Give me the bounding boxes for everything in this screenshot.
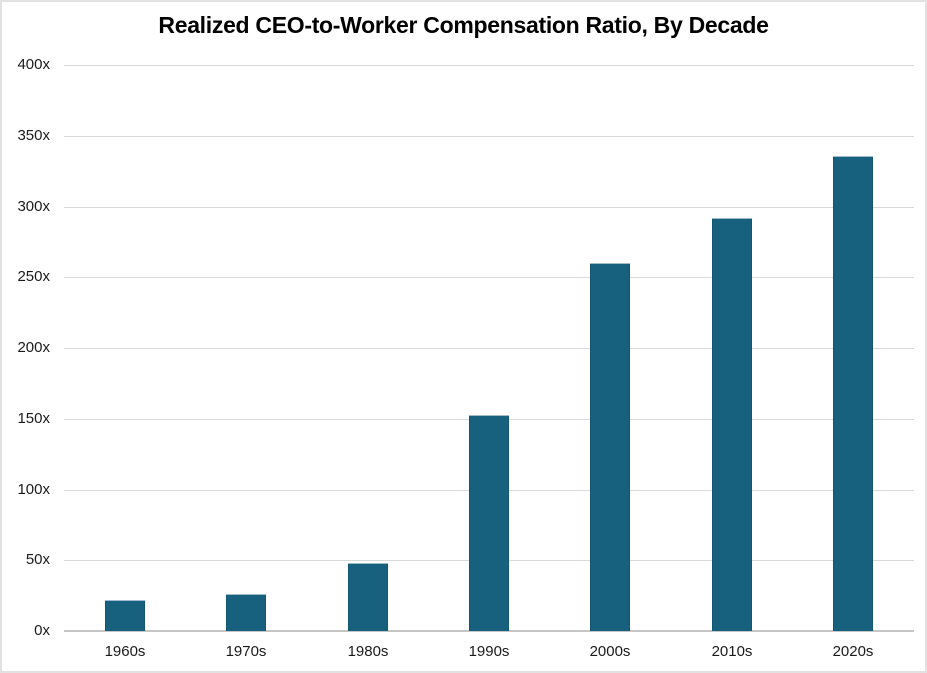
x-tick-label-2000s: 2000s bbox=[589, 643, 631, 660]
bar-1970s bbox=[226, 594, 266, 631]
y-tick-label-200x: 200x bbox=[17, 339, 50, 356]
gridline-350x bbox=[64, 136, 914, 137]
y-tick-label-50x: 50x bbox=[25, 551, 50, 568]
y-tick-label-300x: 300x bbox=[17, 198, 50, 215]
bar-2020s bbox=[833, 156, 873, 631]
x-tick-label-1990s: 1990s bbox=[468, 643, 510, 660]
bar-1980s bbox=[348, 563, 388, 631]
x-tick-label-1960s: 1960s bbox=[104, 643, 146, 660]
gridline-300x bbox=[64, 207, 914, 208]
bar-2000s bbox=[590, 263, 630, 631]
y-tick-label-250x: 250x bbox=[17, 268, 50, 285]
x-tick-label-1980s: 1980s bbox=[347, 643, 389, 660]
bar-1990s bbox=[469, 415, 509, 631]
x-tick-label-1970s: 1970s bbox=[225, 643, 267, 660]
x-tick-label-2020s: 2020s bbox=[832, 643, 874, 660]
bar-1960s bbox=[105, 600, 145, 631]
bar-2010s bbox=[712, 218, 752, 631]
gridline-250x bbox=[64, 277, 914, 278]
gridline-400x bbox=[64, 65, 914, 66]
x-axis-line bbox=[64, 630, 914, 632]
y-tick-label-100x: 100x bbox=[17, 481, 50, 498]
chart-title: Realized CEO-to-Worker Compensation Rati… bbox=[158, 12, 769, 38]
y-tick-label-350x: 350x bbox=[17, 127, 50, 144]
y-tick-label-0x: 0x bbox=[34, 622, 50, 639]
gridline-200x bbox=[64, 348, 914, 349]
y-tick-label-150x: 150x bbox=[17, 410, 50, 427]
x-tick-label-2010s: 2010s bbox=[711, 643, 753, 660]
y-tick-label-400x: 400x bbox=[17, 56, 50, 73]
